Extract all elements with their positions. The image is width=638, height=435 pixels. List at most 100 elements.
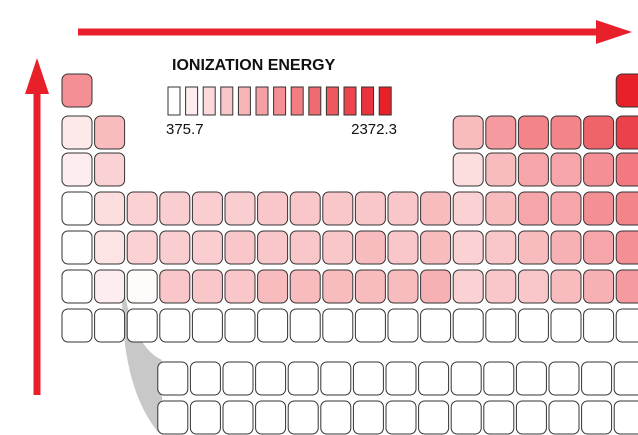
legend-swatch [273, 86, 287, 116]
element-cell [354, 269, 386, 304]
element-cell [94, 269, 126, 304]
element-cell [615, 115, 638, 150]
legend-swatch [255, 86, 269, 116]
legend-swatch [202, 86, 216, 116]
element-cell [61, 73, 93, 108]
element-cell [615, 230, 638, 265]
element-cell [94, 308, 126, 343]
element-cell [61, 115, 93, 150]
element-cell [615, 269, 638, 304]
f-block-cell [450, 400, 482, 435]
element-cell [322, 230, 354, 265]
f-block-cell [418, 400, 450, 435]
element-cell [191, 191, 223, 226]
element-cell [485, 115, 517, 150]
f-block-cell [483, 361, 515, 396]
f-block-cell [581, 400, 613, 435]
element-cell [550, 230, 582, 265]
element-cell [583, 230, 615, 265]
element-cell [61, 152, 93, 187]
element-cell [159, 308, 191, 343]
element-cell [485, 152, 517, 187]
element-cell [387, 269, 419, 304]
element-cell [159, 269, 191, 304]
element-cell [94, 152, 126, 187]
f-block-cell [581, 361, 613, 396]
legend-min: 375.7 [166, 121, 204, 138]
element-cell [517, 269, 549, 304]
legend-swatch [290, 86, 304, 116]
f-block-cell [320, 400, 352, 435]
element-cell [615, 73, 638, 108]
element-cell [583, 152, 615, 187]
element-cell [485, 308, 517, 343]
element-cell [452, 152, 484, 187]
f-block-cell [385, 400, 417, 435]
element-cell [289, 191, 321, 226]
element-cell [61, 191, 93, 226]
f-block-cell [418, 361, 450, 396]
element-cell [517, 115, 549, 150]
element-cell [517, 230, 549, 265]
f-block-cell [287, 361, 319, 396]
element-cell [550, 269, 582, 304]
element-cell [550, 152, 582, 187]
legend-swatches [167, 86, 392, 116]
element-cell [289, 269, 321, 304]
legend-max: 2372.3 [351, 121, 397, 138]
f-block-cell [255, 361, 287, 396]
f-block-cell [548, 361, 580, 396]
element-cell [191, 308, 223, 343]
element-cell [257, 269, 289, 304]
f-block-cell [157, 400, 189, 435]
element-cell [420, 308, 452, 343]
element-cell [420, 269, 452, 304]
element-cell [224, 230, 256, 265]
element-cell [322, 269, 354, 304]
legend-swatch [308, 86, 322, 116]
element-cell [517, 308, 549, 343]
element-cell [257, 191, 289, 226]
element-cell [583, 115, 615, 150]
element-cell [452, 115, 484, 150]
f-block-cell [548, 400, 580, 435]
element-cell [452, 230, 484, 265]
element-cell [322, 308, 354, 343]
f-block-cell [352, 361, 384, 396]
element-cell [94, 230, 126, 265]
element-cell [94, 115, 126, 150]
element-cell [354, 230, 386, 265]
legend-swatch [361, 86, 375, 116]
element-cell [191, 269, 223, 304]
element-cell [550, 308, 582, 343]
f-block-cell [515, 361, 547, 396]
element-cell [420, 230, 452, 265]
f-block-cell [287, 400, 319, 435]
element-cell [224, 269, 256, 304]
cells [61, 73, 638, 435]
legend-swatch [185, 86, 199, 116]
element-cell [583, 308, 615, 343]
element-cell [420, 191, 452, 226]
element-cell [61, 308, 93, 343]
element-cell [257, 230, 289, 265]
element-cell [61, 230, 93, 265]
element-cell [354, 191, 386, 226]
element-cell [452, 269, 484, 304]
legend-swatch [378, 86, 392, 116]
element-cell [354, 308, 386, 343]
legend-swatch [325, 86, 339, 116]
element-cell [387, 308, 419, 343]
element-cell [387, 191, 419, 226]
element-cell [61, 269, 93, 304]
legend-swatch [167, 86, 181, 116]
element-cell [583, 191, 615, 226]
element-cell [485, 269, 517, 304]
f-block-cell [157, 361, 189, 396]
f-block-cell [352, 400, 384, 435]
element-cell [322, 191, 354, 226]
element-cell [159, 191, 191, 226]
element-cell [126, 230, 158, 265]
element-cell [615, 152, 638, 187]
